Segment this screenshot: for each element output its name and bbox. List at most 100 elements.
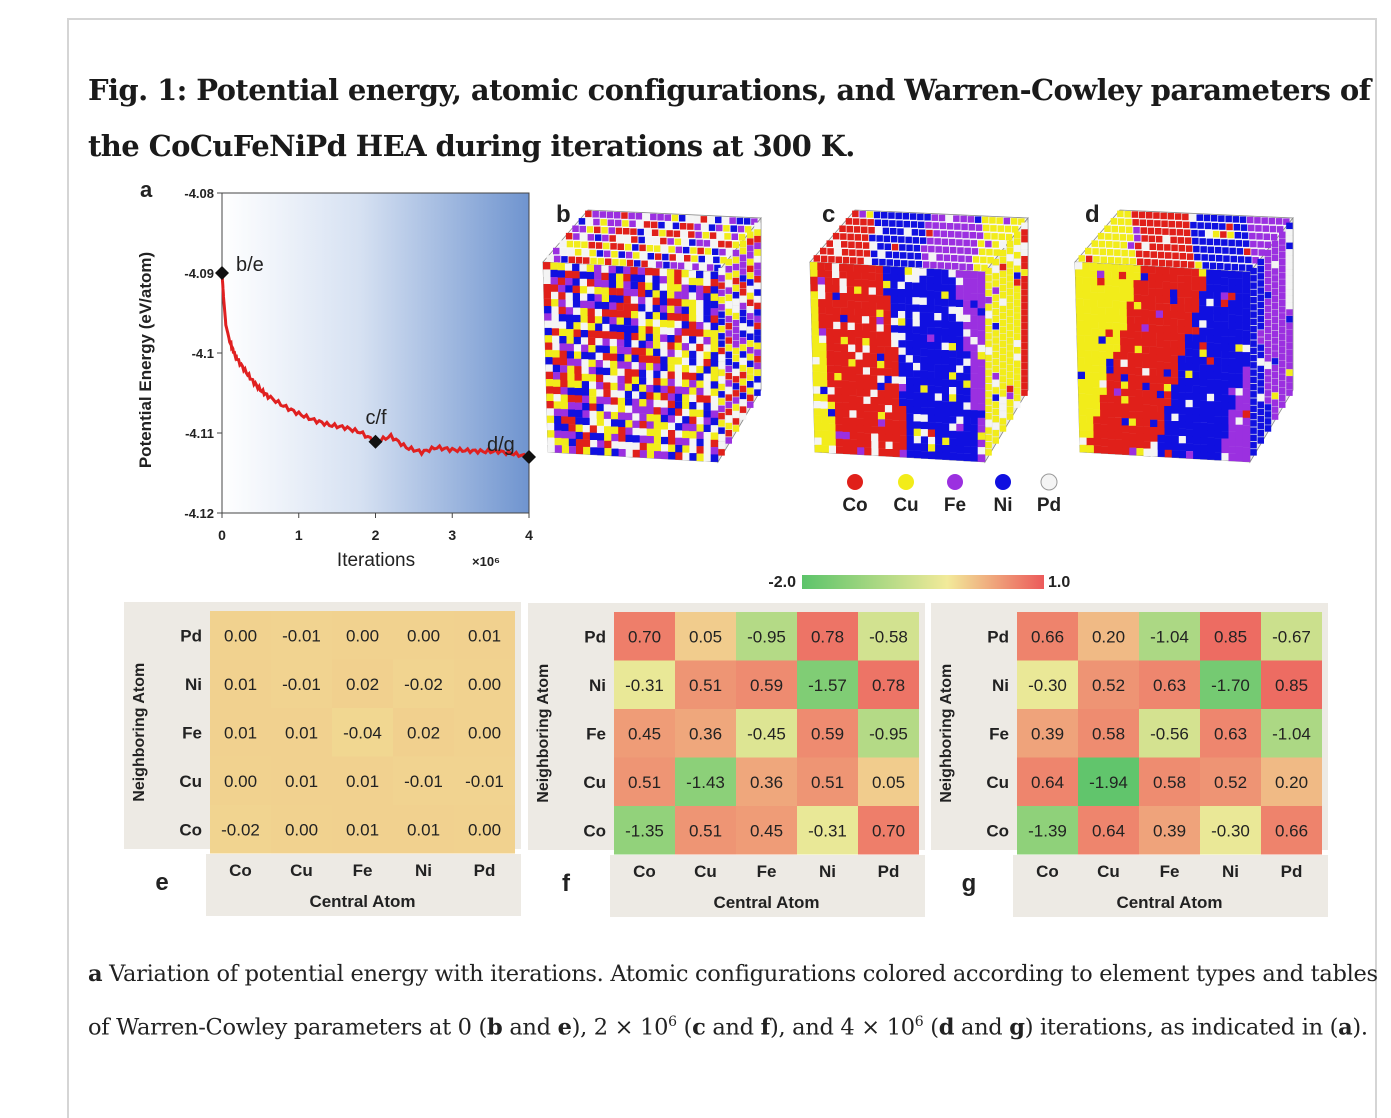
atom xyxy=(999,249,1007,257)
atom xyxy=(688,314,697,322)
atom xyxy=(1242,454,1251,462)
atom xyxy=(1250,405,1257,413)
atom xyxy=(834,373,842,381)
atom xyxy=(1269,225,1277,233)
atom xyxy=(552,357,561,365)
atom xyxy=(646,450,655,459)
atom xyxy=(999,362,1007,369)
atom xyxy=(689,416,697,425)
atom xyxy=(632,420,640,429)
atom xyxy=(696,358,704,367)
atom xyxy=(1075,276,1083,285)
atom xyxy=(876,295,884,303)
atom xyxy=(827,401,836,410)
atom xyxy=(942,246,950,254)
atom xyxy=(841,373,849,381)
atom xyxy=(617,243,624,250)
cell-value: -0.01 xyxy=(282,626,321,645)
atom xyxy=(883,310,891,318)
table-cell xyxy=(332,659,393,708)
atom xyxy=(611,433,619,442)
atom xyxy=(566,329,574,337)
atom xyxy=(1235,395,1243,403)
atom xyxy=(568,409,576,417)
atom xyxy=(608,287,617,296)
atom xyxy=(1149,361,1157,369)
atom xyxy=(1257,344,1264,351)
atom xyxy=(818,306,826,314)
atom xyxy=(870,367,878,376)
atom xyxy=(576,446,584,454)
atom xyxy=(574,380,583,389)
atom xyxy=(747,252,754,259)
atom xyxy=(871,440,879,449)
atom xyxy=(1120,345,1128,353)
atom xyxy=(1257,351,1264,359)
atom xyxy=(959,263,966,270)
atom xyxy=(553,255,561,263)
atom xyxy=(653,443,662,452)
atom xyxy=(1006,337,1014,344)
atom xyxy=(1126,234,1134,241)
atom xyxy=(912,289,920,298)
table-cell xyxy=(736,806,797,855)
atom xyxy=(831,263,840,271)
table-cell xyxy=(1017,709,1078,758)
atom xyxy=(891,325,899,333)
atom xyxy=(1236,248,1244,255)
atom xyxy=(985,376,992,384)
x-tick-label: 0 xyxy=(218,527,226,543)
atom xyxy=(897,303,906,312)
atom xyxy=(1148,235,1156,243)
atom xyxy=(703,322,711,330)
atom xyxy=(1256,233,1263,240)
atom xyxy=(641,260,648,268)
atom xyxy=(839,225,846,232)
atom xyxy=(554,416,562,424)
atom xyxy=(610,360,618,369)
atom xyxy=(561,409,569,417)
atom xyxy=(1155,303,1164,311)
atom xyxy=(842,409,850,418)
atom xyxy=(1222,247,1229,254)
atom xyxy=(625,405,633,413)
atom xyxy=(646,421,655,429)
atom xyxy=(970,417,979,425)
atom xyxy=(926,268,935,277)
cell-value: -0.67 xyxy=(1272,627,1311,646)
atom xyxy=(963,292,971,301)
atom xyxy=(1213,299,1222,307)
atom xyxy=(553,408,562,417)
atom xyxy=(696,395,704,403)
atom xyxy=(974,216,982,223)
atom xyxy=(1179,253,1187,260)
atom xyxy=(890,281,898,289)
atom xyxy=(1163,236,1170,243)
column-header: Co xyxy=(1036,862,1059,881)
atom xyxy=(948,284,956,293)
atom xyxy=(992,401,999,408)
atom xyxy=(1279,381,1286,388)
atom xyxy=(1271,385,1279,393)
atom xyxy=(700,216,708,223)
atom xyxy=(1084,357,1093,365)
atom xyxy=(1221,350,1229,359)
atom xyxy=(884,243,891,250)
atom xyxy=(862,360,871,368)
atom xyxy=(898,376,907,385)
atom xyxy=(941,350,950,358)
atom xyxy=(693,215,700,223)
atom xyxy=(1126,316,1135,324)
atom xyxy=(856,432,865,441)
atom xyxy=(970,432,979,440)
atom xyxy=(1228,409,1236,418)
atom xyxy=(739,330,747,337)
atom xyxy=(1192,237,1199,245)
atom xyxy=(864,258,872,265)
atom xyxy=(1108,446,1116,454)
atom xyxy=(1021,322,1028,330)
atom xyxy=(1078,401,1087,409)
atom xyxy=(602,353,611,361)
atom xyxy=(671,214,679,222)
atom xyxy=(1242,374,1251,382)
